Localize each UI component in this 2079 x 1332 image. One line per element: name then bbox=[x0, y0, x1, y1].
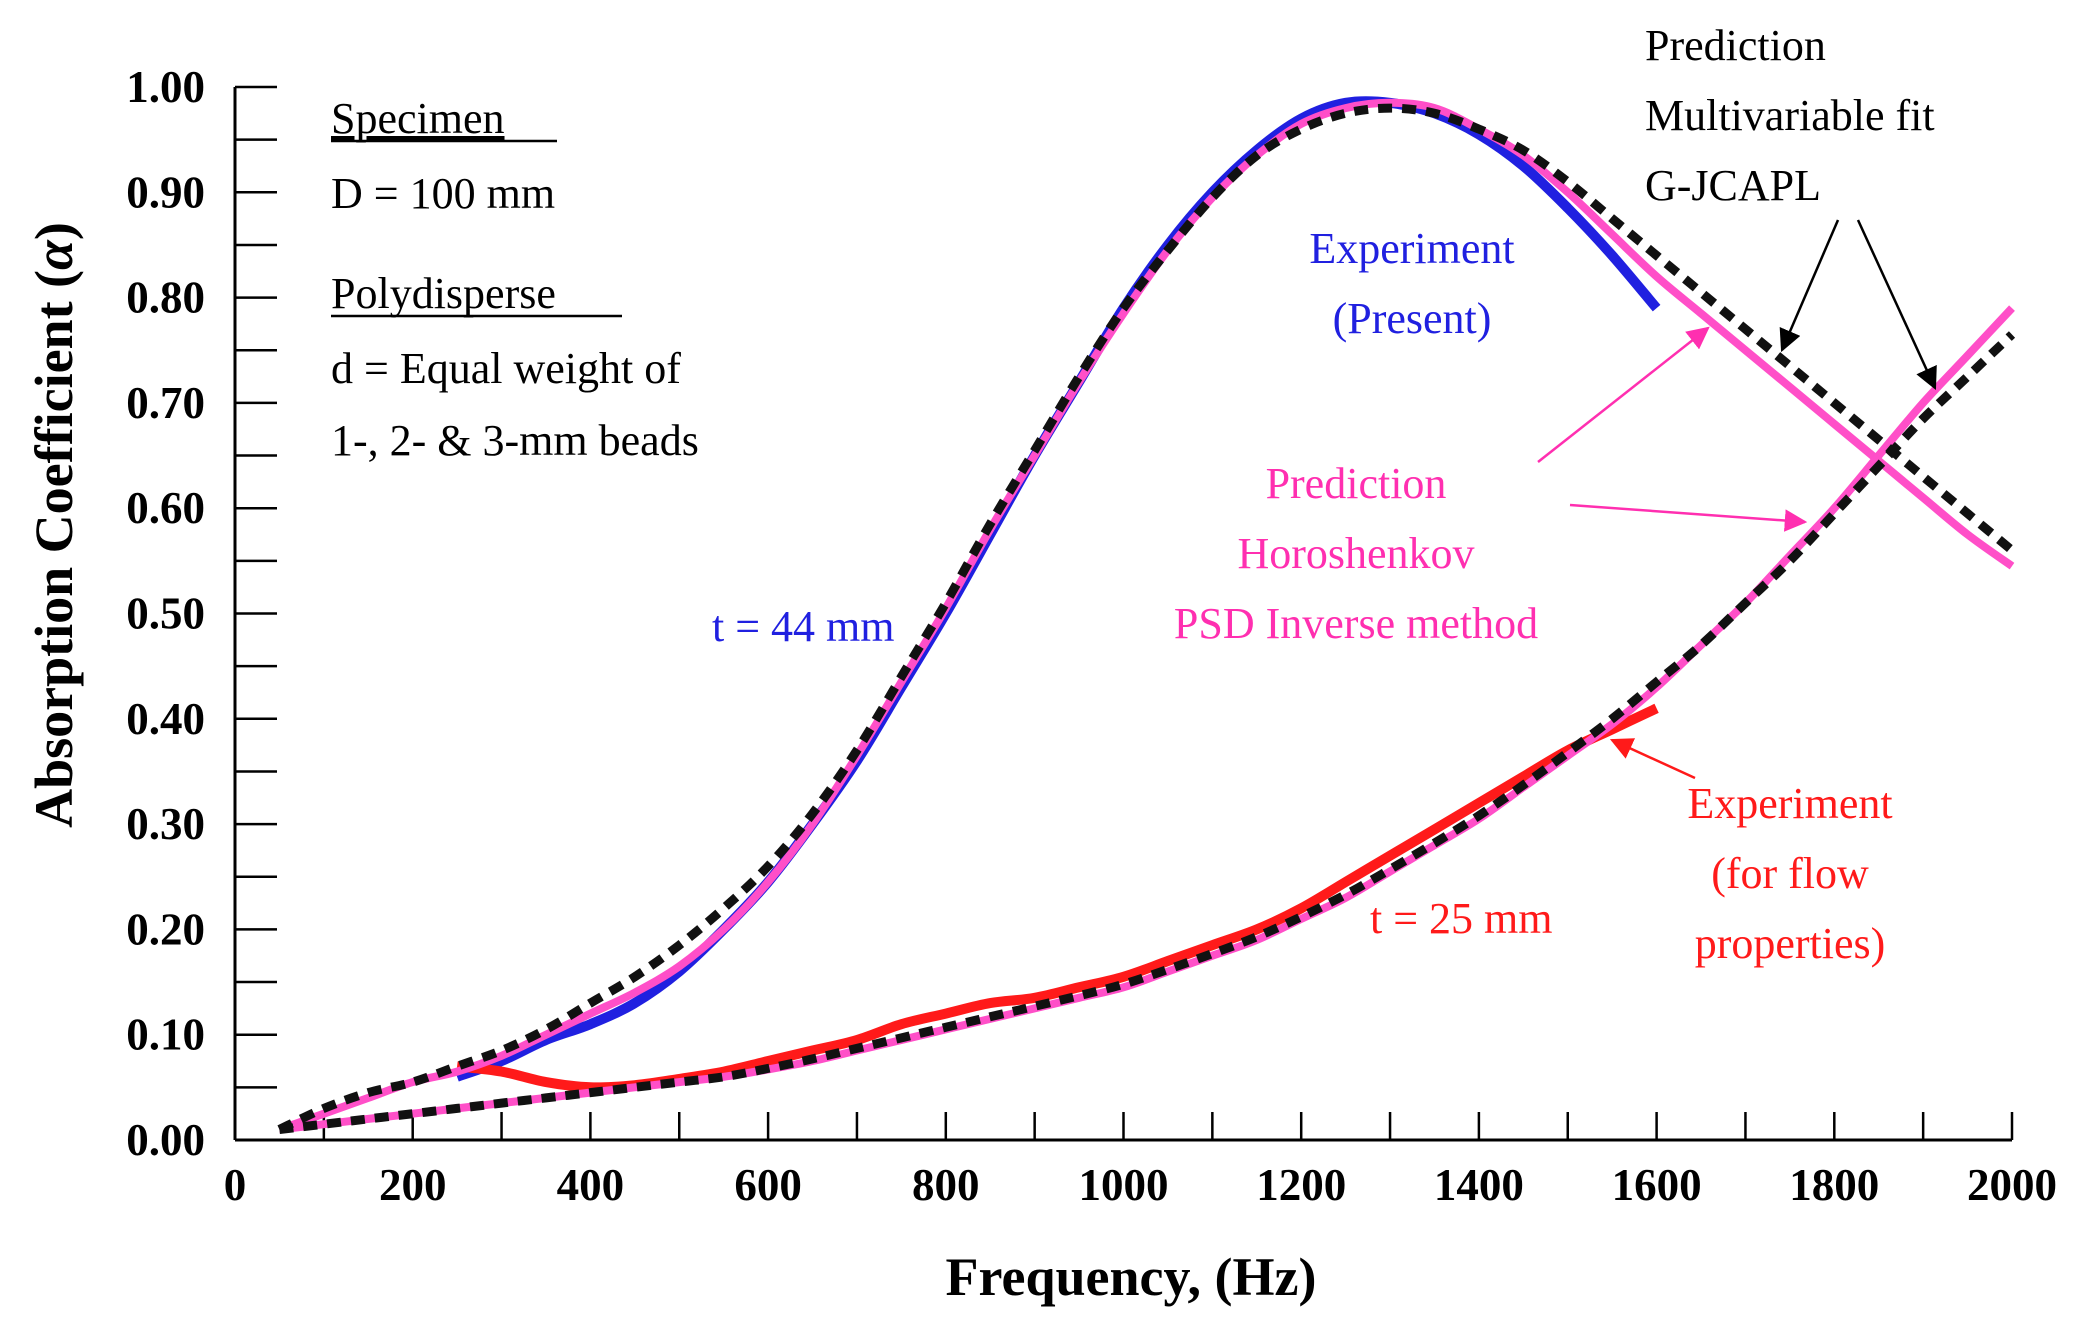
x-tick-label: 200 bbox=[379, 1160, 447, 1210]
axes-frame bbox=[233, 85, 2014, 1142]
gjcapl-line2: Multivariable fit bbox=[1645, 91, 1935, 140]
exp-present-line2: (Present) bbox=[1333, 294, 1492, 343]
horo-line2: Horoshenkov bbox=[1237, 529, 1474, 578]
specimen-dim: D = 100 mm bbox=[331, 169, 555, 218]
y-axis-title-main: Absorption Coefficient ( bbox=[24, 270, 84, 828]
y-tick-label: 0.10 bbox=[126, 1010, 205, 1060]
y-tick-label: 0.00 bbox=[126, 1115, 205, 1165]
exp-flow-line1: Experiment bbox=[1687, 779, 1892, 828]
exp-present-line1: Experiment bbox=[1309, 224, 1514, 273]
x-tick-label: 1800 bbox=[1789, 1160, 1879, 1210]
exp-flow-line3: properties) bbox=[1695, 919, 1886, 968]
x-tick-label: 1200 bbox=[1256, 1160, 1346, 1210]
y-tick-label: 0.80 bbox=[126, 273, 205, 323]
horo-line1: Prediction bbox=[1266, 459, 1447, 508]
poly-line2: 1-, 2- & 3-mm beads bbox=[331, 416, 699, 465]
poly-heading: Polydisperse bbox=[331, 269, 556, 318]
y-tick-label: 0.20 bbox=[126, 904, 205, 954]
x-tick-label: 1000 bbox=[1079, 1160, 1169, 1210]
y-tick-label: 0.40 bbox=[126, 694, 205, 744]
series-prediction-multivariable-fit-g-jcapl-t-25-mm bbox=[278, 331, 2016, 1134]
label-t44: t = 44 mm bbox=[712, 602, 895, 651]
x-tick-label: 400 bbox=[557, 1160, 625, 1210]
x-axis-title: Frequency, (Hz) bbox=[946, 1247, 1317, 1307]
y-axis-title: Absorption Coefficient (α) bbox=[24, 222, 84, 828]
y-tick-label: 0.90 bbox=[126, 167, 205, 217]
horo-arrow-1 bbox=[1537, 326, 1710, 463]
horo-arrow-2 bbox=[1569, 503, 1808, 532]
x-tick-label: 2000 bbox=[1967, 1160, 2057, 1210]
x-tick-label: 600 bbox=[734, 1160, 802, 1210]
label-t25: t = 25 mm bbox=[1370, 894, 1553, 943]
gjcapl-line1: Prediction bbox=[1645, 21, 1826, 70]
specimen-heading: Specimen bbox=[331, 94, 505, 143]
gjcapl-arrow-2 bbox=[1856, 219, 1937, 391]
x-tick-label: 0 bbox=[224, 1160, 247, 1210]
x-tick-label: 800 bbox=[912, 1160, 980, 1210]
exp-flow-line2: (for flow bbox=[1711, 849, 1869, 898]
exp-flow-arrow bbox=[1609, 738, 1696, 780]
poly-line1: d = Equal weight of bbox=[331, 344, 681, 393]
y-tick-label: 0.60 bbox=[126, 483, 205, 533]
series-layer bbox=[277, 96, 2016, 1134]
y-axis-title-close: ) bbox=[24, 222, 84, 240]
series-prediction-multivariable-fit-g-jcapl-t-44-mm bbox=[277, 103, 2015, 1134]
y-tick-label: 0.50 bbox=[126, 589, 205, 639]
x-tick-labels: 0 200 400 600 800 1000 1200 1400 1600 1800 2000 bbox=[224, 1160, 2057, 1210]
gjcapl-arrow-1 bbox=[1779, 219, 1840, 353]
gjcapl-line3: G-JCAPL bbox=[1645, 161, 1821, 210]
x-tick-label: 1600 bbox=[1612, 1160, 1702, 1210]
y-tick-label: 1.00 bbox=[126, 62, 205, 112]
y-tick-labels: 0.00 0.10 0.20 0.30 0.40 0.50 0.60 0.70 0.80 0.90… bbox=[126, 62, 205, 1165]
x-tick-label: 1400 bbox=[1434, 1160, 1524, 1210]
y-axis-title-symbol: α bbox=[24, 239, 84, 270]
horo-line3: PSD Inverse method bbox=[1174, 599, 1538, 648]
y-tick-label: 0.30 bbox=[126, 799, 205, 849]
y-tick-label: 0.70 bbox=[126, 378, 205, 428]
